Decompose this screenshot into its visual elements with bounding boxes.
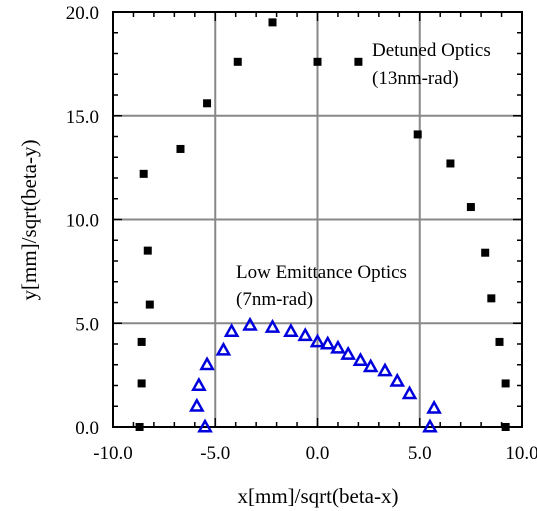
y-tick-label: 15.0 xyxy=(66,107,99,128)
data-point-triangle xyxy=(197,418,213,433)
data-point-square xyxy=(203,99,212,108)
y-tick-label: 20.0 xyxy=(66,3,99,24)
data-point-square xyxy=(268,18,277,27)
data-point-triangle xyxy=(330,339,346,354)
data-point-square xyxy=(446,159,455,168)
y-tick-label: 5.0 xyxy=(75,314,99,335)
data-point-square xyxy=(143,246,152,255)
x-tick-label: 0.0 xyxy=(306,443,330,464)
x-axis-label: x[mm]/sqrt(beta-x) xyxy=(238,484,399,508)
data-point-triangle xyxy=(191,376,207,391)
data-point-triangle xyxy=(401,385,418,400)
x-tick-labels: -10.0 -5.0 0.0 5.0 10.0 xyxy=(93,443,537,464)
data-point-square xyxy=(176,144,185,153)
annotations: Detuned Optics (13nm-rad) Low Emittance Op… xyxy=(236,40,491,310)
data-point-square xyxy=(233,57,242,66)
x-tick-label: -10.0 xyxy=(93,443,133,464)
y-tick-label: 10.0 xyxy=(66,211,99,232)
data-point-triangle xyxy=(199,356,215,371)
annotation-line: (7nm-rad) xyxy=(236,289,313,310)
data-markers xyxy=(135,18,510,433)
data-point-square xyxy=(145,300,154,309)
annotation-line: Detuned Optics xyxy=(372,40,491,61)
data-point-square xyxy=(487,294,496,303)
series-low_emittance xyxy=(189,316,442,433)
data-point-square xyxy=(313,57,322,66)
y-tick-label: 0.0 xyxy=(75,418,99,439)
data-point-triangle xyxy=(422,418,438,433)
data-point-square xyxy=(139,169,148,178)
x-tick-label: -5.0 xyxy=(200,443,230,464)
data-point-triangle xyxy=(297,327,314,342)
x-tick-label: 5.0 xyxy=(408,443,432,464)
data-point-square xyxy=(137,337,146,346)
data-point-square xyxy=(354,57,363,66)
data-point-square xyxy=(501,423,510,431)
data-point-triangle xyxy=(264,318,281,333)
grid-lines xyxy=(113,12,522,427)
data-point-triangle xyxy=(309,333,326,348)
data-point-triangle xyxy=(377,362,393,377)
annotation-low_emittance: Low Emittance Optics (7nm-rad) xyxy=(236,262,407,310)
data-point-square xyxy=(135,423,144,431)
data-point-square xyxy=(481,248,490,257)
data-point-triangle xyxy=(426,399,442,414)
data-point-triangle xyxy=(352,352,369,367)
y-tick-labels: 0.0 5.0 10.0 15.0 20.0 xyxy=(66,3,99,439)
data-point-triangle xyxy=(340,345,357,360)
data-point-triangle xyxy=(319,335,336,350)
data-point-triangle xyxy=(283,322,299,337)
data-point-square xyxy=(413,130,422,139)
annotation-detuned: Detuned Optics (13nm-rad) xyxy=(372,40,491,89)
data-point-triangle xyxy=(242,316,258,331)
data-point-square xyxy=(137,379,146,388)
data-point-triangle xyxy=(189,397,205,412)
annotation-line: (13nm-rad) xyxy=(372,68,459,89)
data-point-triangle xyxy=(362,358,379,373)
annotation-line: Low Emittance Optics xyxy=(236,262,407,283)
data-point-square xyxy=(501,379,510,388)
axis-ticks xyxy=(112,11,523,428)
data-point-square xyxy=(466,203,475,212)
y-axis-label: y[mm]/sqrt(beta-y) xyxy=(17,140,41,301)
x-tick-label: 10.0 xyxy=(505,443,537,464)
data-point-triangle xyxy=(389,372,406,387)
series-detuned xyxy=(135,18,510,431)
data-point-square xyxy=(495,337,504,346)
data-point-triangle xyxy=(215,341,232,356)
data-point-triangle xyxy=(223,322,240,337)
